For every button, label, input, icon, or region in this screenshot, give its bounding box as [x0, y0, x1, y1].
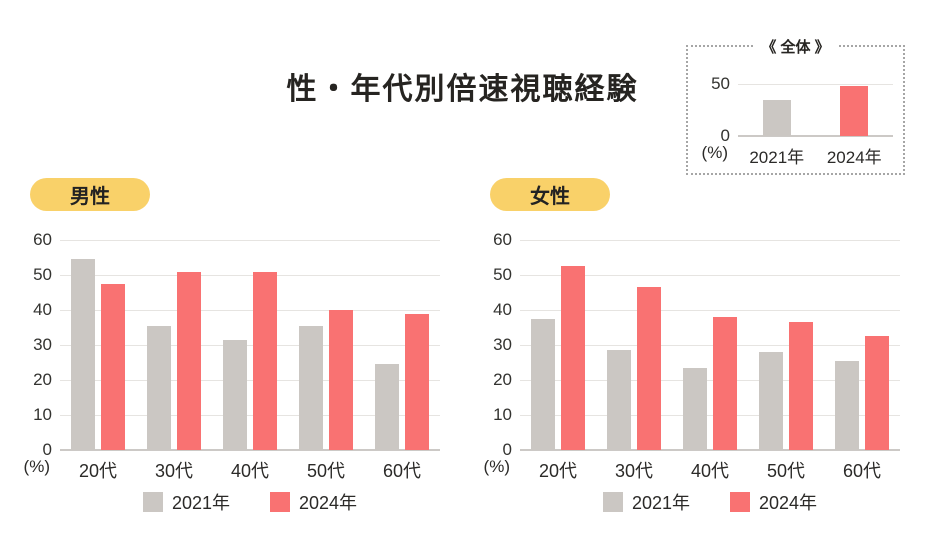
x-tick-label: 2024年 — [826, 148, 882, 167]
bar-male-60代-2021年 — [375, 364, 399, 450]
gridline — [60, 240, 440, 241]
y-tick-label: 20 — [33, 370, 52, 389]
x-axis-line — [520, 449, 900, 451]
x-tick-label: 50代 — [306, 461, 346, 481]
bar-female-20代-2024年 — [561, 266, 585, 450]
overall-inset-title: 《 全体 》 — [753, 36, 838, 57]
legend-item-2024年: 2024年 — [270, 489, 357, 515]
bar-male-60代-2024年 — [405, 313, 429, 450]
bar-female-60代-2021年 — [835, 360, 859, 450]
y-tick-label: 0 — [502, 440, 512, 459]
gridline — [60, 275, 440, 276]
legend-label: 2021年 — [171, 493, 230, 513]
gridline — [60, 345, 440, 346]
male-chart-plot: 0 10 20 30 40 50 60 20代 30代 40代 50代 60代 (%) — [24, 230, 440, 481]
legend-item-2021年: 2021年 — [142, 489, 230, 515]
y-tick-label: 50 — [33, 265, 52, 284]
bar-female-30代-2021年 — [607, 350, 631, 450]
bar-female-20代-2021年 — [531, 318, 555, 450]
y-tick-label: 50 — [711, 73, 730, 93]
overall-inset-panel: 《 全体 》 0 50 2021年 2024年 (%) — [686, 36, 905, 175]
gridline — [520, 380, 900, 381]
y-tick-label: 50 — [493, 265, 512, 284]
bar-overall-2024年-2024年 — [840, 86, 869, 136]
y-tick-label: 60 — [33, 230, 52, 249]
bar-male-30代-2024年 — [177, 271, 201, 450]
male-section-badge: 男性 — [30, 178, 150, 211]
x-tick-label: 40代 — [230, 461, 270, 481]
y-tick-label: 60 — [493, 230, 512, 249]
bar-female-50代-2021年 — [759, 352, 783, 450]
gridline — [520, 345, 900, 346]
legend-item-2021年: 2021年 — [602, 489, 690, 515]
bar-female-40代-2021年 — [683, 367, 707, 450]
legend-swatch — [142, 492, 163, 512]
gridline — [60, 380, 440, 381]
bar-female-30代-2024年 — [637, 287, 661, 450]
bar-female-40代-2024年 — [713, 317, 737, 450]
y-tick-label: 40 — [33, 300, 52, 319]
legend-label: 2024年 — [299, 493, 358, 513]
x-tick-label: 40代 — [690, 461, 730, 481]
page-title: 性・年代別倍速視聴経験 — [286, 73, 639, 106]
female-chart-legend: 2021年 2024年 — [520, 489, 900, 515]
x-tick-label: 30代 — [614, 461, 654, 481]
y-tick-label: 30 — [493, 335, 512, 354]
legend-swatch — [730, 492, 750, 512]
gridline — [60, 310, 440, 311]
bar-male-30代-2021年 — [147, 325, 171, 450]
female-section-label: 女性 — [530, 186, 570, 208]
bar-female-60代-2024年 — [865, 336, 889, 450]
x-axis-line — [738, 135, 893, 137]
male-chart-legend: 2021年 2024年 — [60, 489, 440, 515]
y-tick-label: 0 — [42, 440, 52, 459]
y-tick-label: 20 — [493, 370, 512, 389]
x-axis-line — [60, 449, 440, 451]
x-tick-label: 50代 — [766, 461, 806, 481]
x-tick-label: 30代 — [154, 461, 194, 481]
bar-male-50代-2021年 — [299, 325, 323, 450]
legend-item-2024年: 2024年 — [730, 489, 817, 515]
female-chart-plot: 0 10 20 30 40 50 60 20代 30代 40代 50代 60代 (%) — [484, 230, 900, 481]
y-tick-label: 30 — [33, 335, 52, 354]
y-tick-label: 0 — [720, 126, 730, 145]
axis-unit-label: (%) — [701, 143, 728, 162]
x-tick-label: 20代 — [538, 461, 578, 481]
axis-unit-label: (%) — [483, 457, 510, 476]
y-tick-label: 10 — [33, 405, 52, 424]
male-section-label: 男性 — [70, 186, 110, 208]
legend-swatch — [602, 492, 623, 512]
x-tick-label: 60代 — [382, 461, 422, 481]
bar-male-40代-2024年 — [253, 271, 277, 450]
legend-swatch — [270, 492, 290, 512]
gridline — [520, 275, 900, 276]
overall-chart-plot: 0 50 2021年 2024年 (%) — [702, 73, 893, 167]
gridline — [520, 310, 900, 311]
y-tick-label: 40 — [493, 300, 512, 319]
bar-female-50代-2024年 — [789, 322, 813, 450]
gridline — [520, 415, 900, 416]
bar-male-40代-2021年 — [223, 339, 247, 450]
gridline — [520, 240, 900, 241]
x-tick-label: 20代 — [78, 461, 118, 481]
legend-label: 2021年 — [631, 493, 690, 513]
y-tick-label: 10 — [493, 405, 512, 424]
x-tick-label: 60代 — [842, 461, 882, 481]
gridline — [60, 415, 440, 416]
legend-label: 2024年 — [759, 493, 818, 513]
female-section-badge: 女性 — [490, 178, 610, 211]
bar-overall-2021年-2021年 — [762, 99, 791, 136]
axis-unit-label: (%) — [23, 457, 50, 476]
bar-male-20代-2021年 — [71, 259, 95, 450]
x-tick-label: 2021年 — [749, 148, 805, 167]
gridline — [738, 83, 893, 85]
bar-male-50代-2024年 — [329, 310, 353, 450]
bar-male-20代-2024年 — [101, 283, 125, 450]
